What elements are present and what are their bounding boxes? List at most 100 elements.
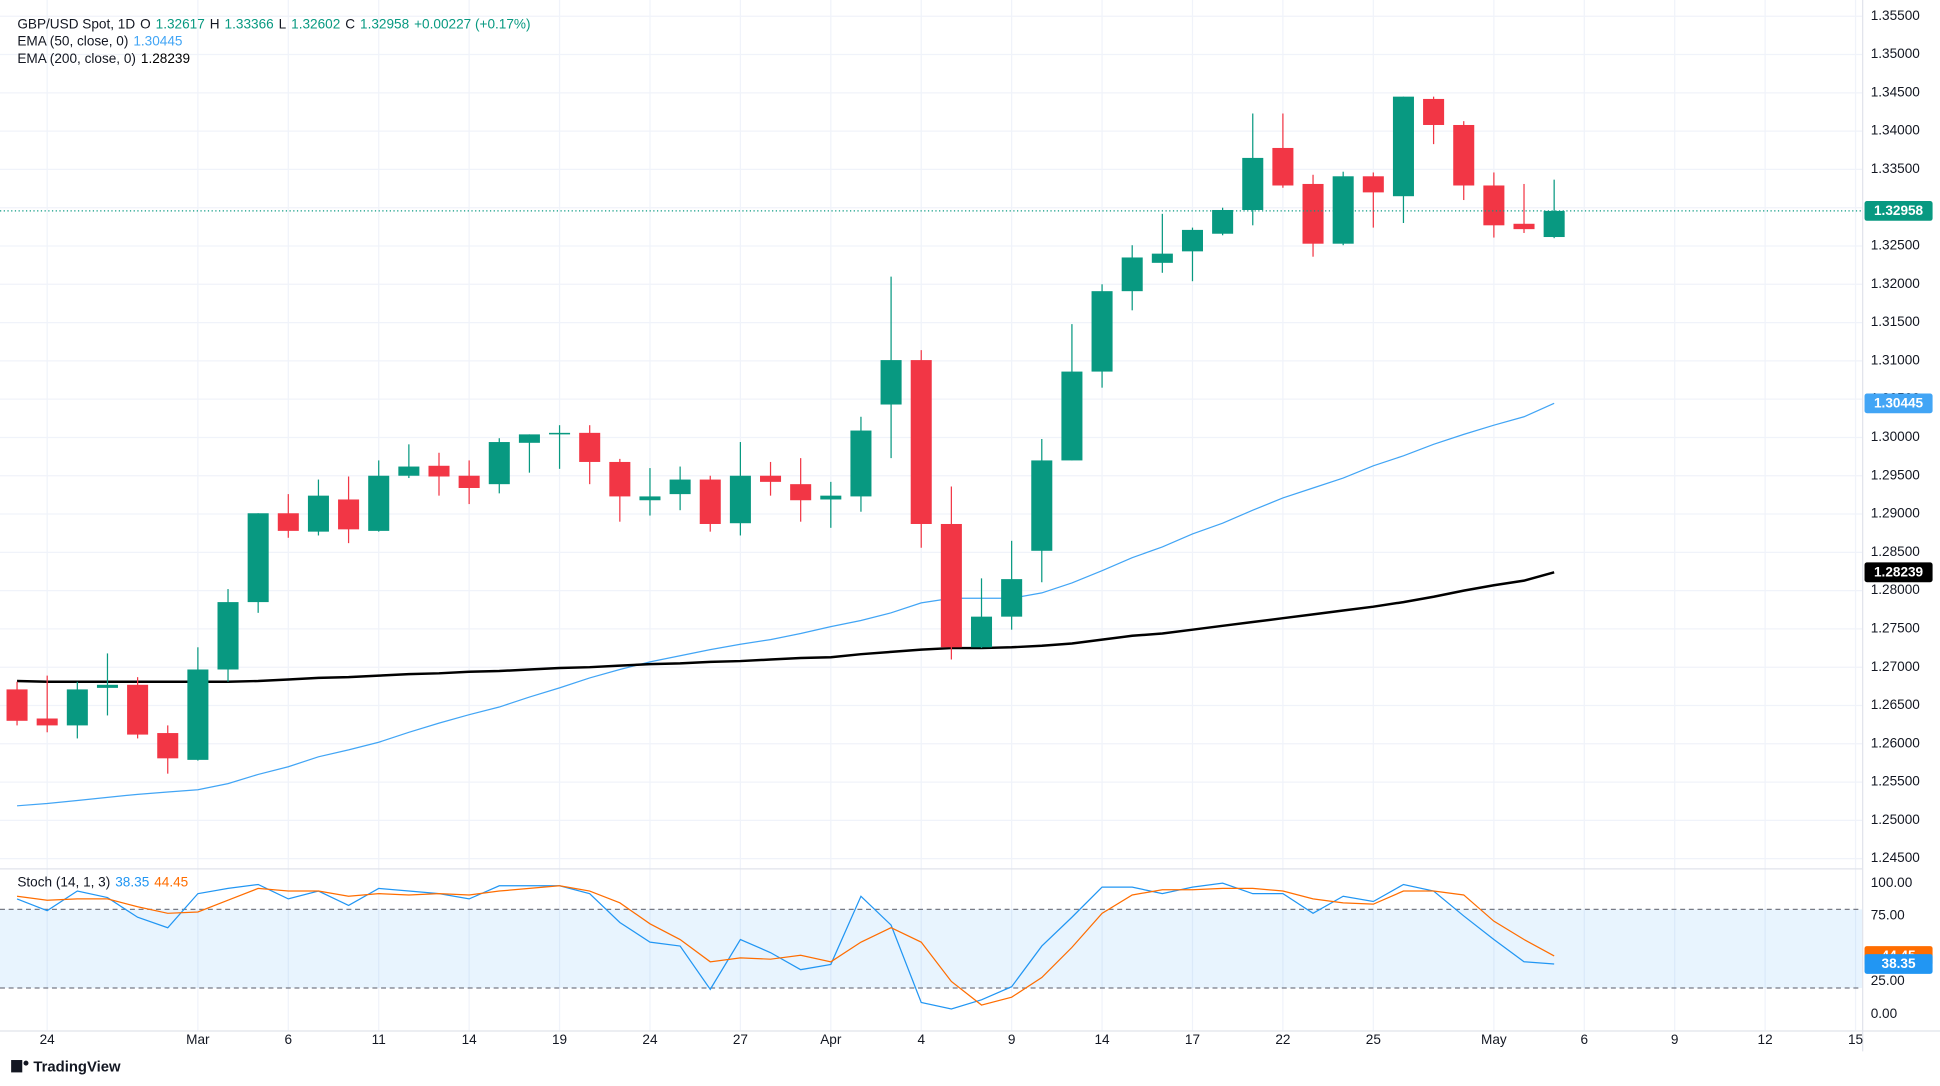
ema-line	[17, 571, 1555, 683]
y-tick-label: 1.35000	[1871, 46, 1921, 61]
x-tick-label: 14	[462, 1032, 478, 1047]
ohlc-label: O	[140, 16, 151, 31]
candle-body	[1181, 229, 1203, 252]
ohlc-label: H	[210, 16, 220, 31]
y-tick-label: 1.31500	[1871, 314, 1921, 329]
y-tick-label: 1.25000	[1871, 812, 1921, 827]
candle-body	[1121, 257, 1143, 292]
legend-value: 1.30445	[133, 34, 182, 49]
candle-body	[368, 475, 390, 531]
y-tick-label: 1.29500	[1871, 467, 1921, 482]
x-tick-label: 11	[372, 1032, 386, 1047]
y-tick-label: 1.33500	[1871, 161, 1921, 176]
x-tick-label: 12	[1758, 1032, 1773, 1047]
candle-body	[940, 523, 962, 648]
candle-body	[790, 484, 812, 501]
candle-body	[1031, 460, 1053, 551]
ohlc-value: 1.32602	[291, 16, 340, 31]
candle-body	[488, 442, 510, 485]
y-tick-label: 1.30000	[1871, 429, 1921, 444]
candle-body	[1423, 98, 1445, 125]
y-tick-label: 1.32000	[1871, 276, 1921, 291]
x-tick-label: Mar	[186, 1032, 210, 1047]
y-tick-label: 1.24500	[1871, 850, 1921, 865]
logo-icon	[23, 1060, 29, 1066]
candle-body	[1332, 176, 1354, 244]
candle-body	[1513, 223, 1535, 230]
candle-body	[6, 689, 28, 721]
y-tick-label: 1.29000	[1871, 506, 1921, 521]
candle-body	[1453, 124, 1475, 186]
ema-line	[17, 402, 1555, 807]
candle-body	[247, 513, 269, 603]
x-tick-label: 9	[1671, 1032, 1679, 1047]
candle-body	[127, 684, 149, 735]
legend-title: GBP/USD Spot, 1D	[17, 16, 135, 31]
plot-area	[0, 96, 1863, 1010]
candle-body	[96, 684, 118, 688]
ohlc-label: C	[345, 16, 355, 31]
price-badge	[1864, 393, 1933, 414]
y-tick-label: 1.34500	[1871, 84, 1921, 99]
candle-body	[579, 432, 601, 462]
candle-body	[187, 669, 209, 760]
price-badge-label: 1.32958	[1874, 203, 1924, 218]
candle-body	[1272, 147, 1294, 186]
legend-title: Stoch (14, 1, 3)	[17, 875, 110, 890]
candle-body	[729, 475, 751, 524]
x-tick-label: 14	[1095, 1032, 1111, 1047]
legend-entry: EMA (200, close, 0)	[17, 51, 136, 66]
price-badge	[1864, 954, 1933, 974]
legend: GBP/USD Spot, 1D O 1.32617 H 1.33366 L 1.32602…	[17, 16, 530, 889]
change-value: +0.00227 (+0.17%)	[414, 16, 530, 31]
brand-text: TradingView	[33, 1059, 121, 1075]
candle-body	[1483, 185, 1505, 226]
price-badge-label: 1.30445	[1874, 396, 1924, 411]
axes: 24 Mar 6 11 14 19 24 27 Apr 4 9 14 17 22 25 May 6 9 12 15 1.…	[40, 8, 1933, 1047]
candle-body	[910, 360, 932, 524]
y-tick-label: 1.31000	[1871, 352, 1921, 367]
candle-body	[699, 479, 721, 524]
y-tick-label: 25.00	[1871, 973, 1905, 988]
candle-body	[1001, 579, 1023, 617]
candle-body	[36, 718, 58, 726]
x-tick-label: 6	[285, 1032, 293, 1047]
candle-body	[277, 513, 299, 531]
candle-body	[458, 475, 480, 488]
x-tick-label: 25	[1366, 1032, 1381, 1047]
candle-body	[639, 496, 661, 501]
x-tick-label: 24	[642, 1032, 658, 1047]
candle-body	[1362, 176, 1384, 193]
ohlc-label: L	[279, 16, 287, 31]
legend-value: 44.45	[154, 875, 188, 890]
x-tick-label: Apr	[820, 1032, 842, 1047]
candle-body	[398, 466, 420, 476]
y-tick-label: 1.26500	[1871, 697, 1921, 712]
x-tick-label: 4	[917, 1032, 925, 1047]
y-tick-label: 1.28500	[1871, 544, 1921, 559]
legend-value: 1.28239	[141, 51, 190, 66]
candle-body	[1151, 253, 1173, 263]
x-tick-label: 24	[40, 1032, 56, 1047]
logo-icon	[11, 1060, 23, 1073]
x-tick-label: 9	[1008, 1032, 1016, 1047]
candle-body	[1392, 96, 1414, 197]
price-badge	[1864, 562, 1933, 583]
y-tick-label: 1.27500	[1871, 620, 1921, 635]
x-tick-label: 6	[1581, 1032, 1589, 1047]
candle-body	[970, 616, 993, 648]
ohlc-value: 1.33366	[225, 16, 274, 31]
legend-value: 38.35	[115, 875, 149, 890]
price-badge-label: 38.35	[1882, 956, 1916, 971]
legend-entry: EMA (50, close, 0)	[17, 34, 128, 49]
y-tick-label: 1.25500	[1871, 774, 1921, 789]
y-tick-label: 1.28000	[1871, 582, 1921, 597]
y-tick-label: 1.27000	[1871, 659, 1921, 674]
candle-body	[880, 360, 902, 405]
candle-body	[669, 479, 691, 495]
candle-body	[1061, 371, 1083, 461]
x-tick-label: 27	[733, 1032, 748, 1047]
